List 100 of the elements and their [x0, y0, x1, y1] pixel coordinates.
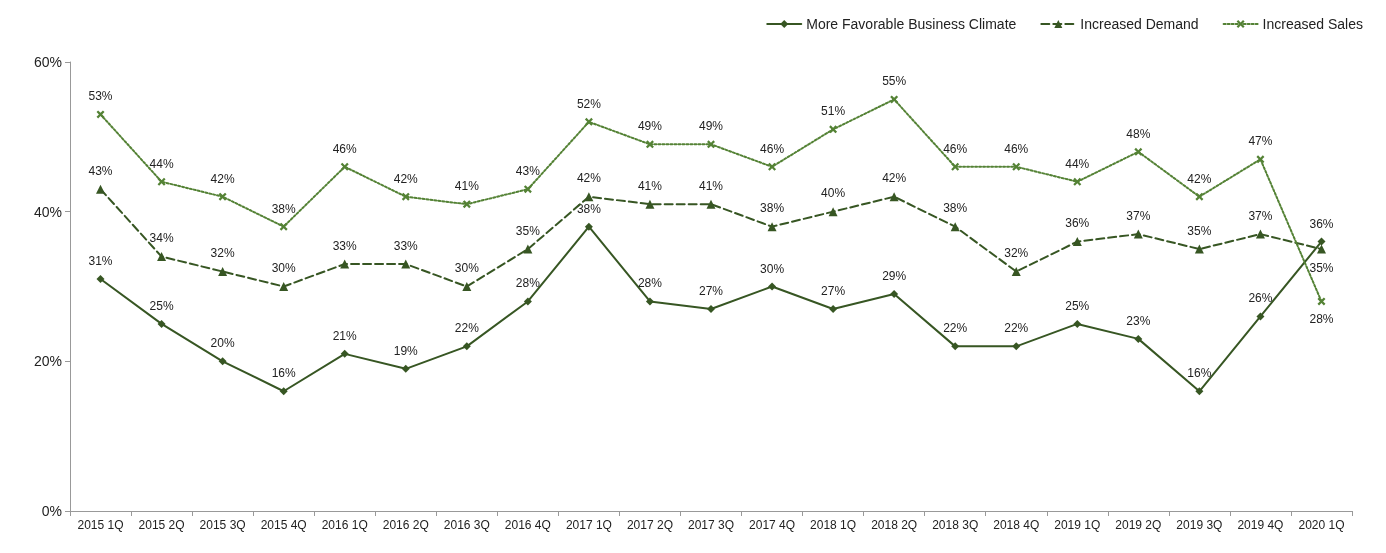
point — [1317, 237, 1326, 246]
data-label: 43% — [88, 163, 113, 178]
x-tick-label: 2016 1Q — [321, 518, 368, 532]
point — [1073, 319, 1082, 328]
x-tick-label: 2015 4Q — [260, 518, 307, 532]
point — [1012, 162, 1021, 171]
point — [96, 184, 106, 194]
data-label: 42% — [576, 171, 602, 186]
data-label: 44% — [149, 156, 174, 171]
x-tick-label: 2017 3Q — [687, 518, 735, 532]
x-tick-label: 2017 1Q — [565, 518, 612, 532]
data-label: 16% — [271, 366, 296, 381]
point — [462, 200, 471, 209]
data-label: 51% — [821, 104, 846, 119]
x-tick-label: 2019 2Q — [1115, 518, 1162, 532]
point — [584, 192, 594, 202]
point — [828, 207, 838, 217]
data-label: 20% — [210, 336, 235, 351]
point — [889, 192, 899, 202]
data-label: 27% — [698, 283, 724, 298]
data-label: 34% — [149, 231, 174, 246]
point — [462, 342, 471, 351]
data-label: 22% — [454, 321, 480, 336]
data-label: 22% — [943, 321, 968, 336]
x-tick-label: 2016 3Q — [443, 518, 490, 532]
data-label: 16% — [1187, 366, 1212, 381]
point — [1256, 155, 1265, 164]
data-label: 30% — [454, 261, 480, 275]
data-label: 38% — [943, 201, 968, 216]
point — [1073, 177, 1082, 186]
y-tick-label: 60% — [33, 54, 62, 70]
point — [1134, 334, 1143, 343]
point — [401, 192, 410, 201]
data-label: 25% — [149, 298, 174, 313]
x-tick-label: 2020 1Q — [1298, 518, 1345, 532]
point — [1255, 229, 1265, 239]
point — [218, 267, 228, 277]
point — [1194, 244, 1204, 254]
point — [707, 140, 715, 149]
data-label: 33% — [332, 238, 358, 253]
data-label: 42% — [393, 171, 419, 186]
point — [523, 185, 532, 194]
point — [401, 259, 411, 269]
data-label: 41% — [454, 179, 480, 194]
data-label: 49% — [637, 119, 663, 134]
data-label: 48% — [1126, 126, 1151, 141]
point — [767, 222, 777, 232]
legend-label: Increased Sales — [1262, 16, 1364, 32]
point — [218, 192, 227, 201]
data-label: 38% — [271, 201, 296, 216]
point — [340, 162, 349, 171]
point — [829, 304, 838, 313]
point — [401, 364, 410, 373]
point — [523, 244, 533, 254]
point — [584, 222, 593, 231]
data-label: 43% — [515, 164, 541, 179]
data-label: 42% — [882, 171, 907, 186]
y-tick-label: 20% — [33, 353, 62, 370]
data-label: 28% — [515, 276, 541, 291]
data-label: 36% — [1065, 216, 1090, 231]
data-label: 40% — [821, 186, 846, 201]
point — [951, 162, 960, 171]
x-tick-label: 2018 3Q — [932, 518, 979, 532]
point — [768, 282, 777, 291]
point — [523, 297, 532, 306]
data-label: 38% — [760, 201, 785, 216]
data-label: 23% — [1126, 313, 1151, 328]
data-label: 28% — [1309, 312, 1334, 327]
data-label: 49% — [698, 119, 724, 134]
x-tick-label: 2016 4Q — [504, 518, 551, 532]
point — [1134, 147, 1143, 156]
y-tick-label: 0% — [41, 503, 62, 519]
data-label: 37% — [1248, 208, 1273, 223]
x-tick-label: 2019 1Q — [1054, 518, 1101, 532]
data-label: 19% — [393, 343, 419, 358]
data-label: 28% — [637, 276, 663, 291]
data-label: 35% — [1309, 260, 1334, 275]
data-label: 35% — [515, 223, 541, 238]
data-label: 41% — [698, 178, 724, 193]
x-tick-label: 2015 3Q — [199, 518, 246, 532]
data-label: 46% — [1004, 141, 1029, 156]
data-label: 26% — [1248, 291, 1273, 306]
data-label: 21% — [332, 328, 358, 343]
data-label: 42% — [1187, 171, 1212, 186]
point — [829, 125, 838, 134]
point — [96, 110, 105, 119]
point — [645, 199, 655, 209]
point — [157, 177, 166, 186]
x-tick-label: 2018 1Q — [810, 518, 857, 532]
data-label: 33% — [393, 238, 419, 253]
point — [951, 342, 960, 351]
point — [584, 117, 593, 126]
x-tick-label: 2019 3Q — [1176, 518, 1223, 532]
point — [157, 319, 166, 328]
data-label: 37% — [1126, 208, 1151, 223]
data-label: 53% — [88, 89, 113, 104]
point — [340, 349, 349, 358]
legend-label: Increased Demand — [1080, 16, 1199, 32]
y-tick-label: 40% — [33, 203, 62, 220]
data-label: 22% — [1004, 321, 1029, 336]
